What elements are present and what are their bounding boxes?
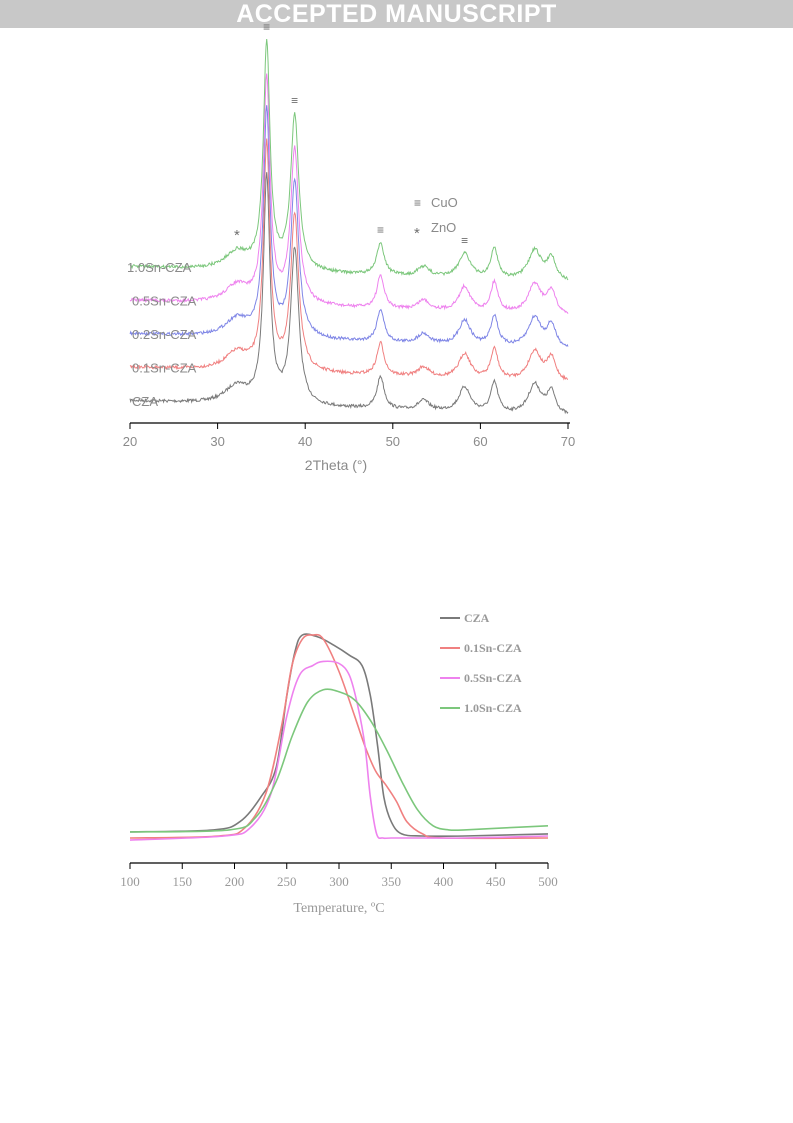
xrd-series-labels: CZA 0.1Sn-CZA 0.2Sn-CZA 0.5Sn-CZA 1.0Sn-CZA (127, 260, 197, 409)
xrd-series-0-5sn-cza (129, 73, 569, 314)
xrd-series-group (129, 39, 569, 415)
tpr-legend-label-0-5sn-cza: 0.5Sn-CZA (464, 671, 522, 685)
tpr-x-ticks: 100 150 200 250 300 350 400 450 500 (120, 863, 558, 889)
xrd-tick-label-50: 50 (386, 434, 400, 449)
tpr-legend-label-cza: CZA (464, 611, 490, 625)
xrd-series-label-0-1sn-cza: 0.1Sn-CZA (132, 361, 197, 376)
xrd-x-axis-label: 2Theta (°) (305, 457, 367, 473)
xrd-annotation-cuo-2: ≡ (291, 93, 298, 107)
tpr-tick-label-200: 200 (225, 874, 245, 889)
xrd-series-0-2sn-cza (129, 105, 569, 347)
xrd-peak-annotations: * ≡ ≡ ≡ ≡ (234, 20, 468, 247)
tpr-tick-label-400: 400 (434, 874, 454, 889)
xrd-annotation-cuo-4: ≡ (461, 233, 468, 247)
xrd-series-label-1-0sn-cza: 1.0Sn-CZA (127, 260, 192, 275)
xrd-series-label-0-5sn-cza: 0.5Sn-CZA (132, 294, 197, 309)
tpr-legend: CZA 0.1Sn-CZA 0.5Sn-CZA 1.0Sn-CZA (440, 611, 522, 715)
xrd-legend-cuo-marker: ≡ (414, 196, 421, 210)
accepted-manuscript-banner: ACCEPTED MANUSCRIPT (0, 0, 793, 28)
xrd-legend-zno-label: ZnO (431, 220, 456, 235)
xrd-tick-label-60: 60 (473, 434, 487, 449)
tpr-tick-label-450: 450 (486, 874, 506, 889)
tpr-legend-label-1-0sn-cza: 1.0Sn-CZA (464, 701, 522, 715)
tpr-series-1-0sn-cza (129, 688, 549, 833)
tpr-chart: 100 150 200 250 300 350 400 450 500 Temperature,… (120, 611, 558, 916)
xrd-annotation-cuo-1: ≡ (263, 20, 270, 34)
xrd-series-label-0-2sn-cza: 0.2Sn-CZA (132, 327, 197, 342)
tpr-series-group (129, 633, 549, 841)
tpr-tick-label-150: 150 (173, 874, 193, 889)
xrd-series-1-0sn-cza (129, 39, 569, 281)
xrd-tick-label-30: 30 (210, 434, 224, 449)
tpr-series-0-5sn-cza (129, 660, 549, 841)
tpr-legend-label-0-1sn-cza: 0.1Sn-CZA (464, 641, 522, 655)
tpr-tick-label-300: 300 (329, 874, 349, 889)
xrd-legend-cuo-label: CuO (431, 195, 458, 210)
xrd-legend-zno-marker: * (414, 225, 420, 242)
tpr-tick-label-100: 100 (120, 874, 140, 889)
tpr-tick-label-250: 250 (277, 874, 297, 889)
tpr-series-0-1sn-cza (129, 633, 549, 840)
tpr-x-axis-label: Temperature, ºC (293, 901, 384, 916)
xrd-annotation-zno-0: * (234, 227, 240, 244)
xrd-tick-label-70: 70 (561, 434, 575, 449)
tpr-series-cza (129, 633, 549, 838)
xrd-series-label-cza: CZA (132, 394, 158, 409)
xrd-annotation-cuo-3: ≡ (377, 223, 384, 237)
tpr-tick-label-350: 350 (382, 874, 402, 889)
xrd-x-ticks: 20 30 40 50 60 70 (123, 423, 575, 449)
xrd-tick-label-40: 40 (298, 434, 312, 449)
xrd-series-cza (129, 172, 569, 415)
xrd-legend: ≡ CuO * ZnO (414, 195, 458, 242)
xrd-chart: CZA0.1Sn-CZA0.2Sn-CZA0.5Sn-CZA1.0Sn-CZA … (123, 20, 575, 473)
tpr-tick-label-500: 500 (538, 874, 558, 889)
xrd-series-0-1sn-cza (129, 138, 569, 381)
xrd-tick-label-20: 20 (123, 434, 137, 449)
